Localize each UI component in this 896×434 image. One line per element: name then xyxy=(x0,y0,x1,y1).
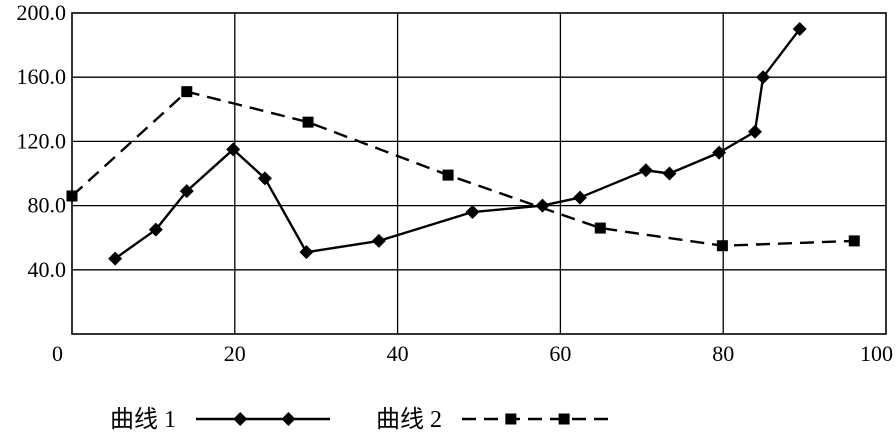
series-2 xyxy=(66,86,860,252)
series-1-point-2 xyxy=(179,184,194,199)
series-1 xyxy=(108,22,807,266)
y-tick-label: 80.0 xyxy=(28,193,67,218)
series-2-point-1 xyxy=(181,86,193,98)
x-tick-label: 40 xyxy=(387,341,409,366)
x-tick-label: 20 xyxy=(224,341,246,366)
series-1-point-14 xyxy=(756,70,771,85)
series-2-point-2 xyxy=(302,116,314,128)
y-axis-tick-labels: 40.0 80.0 120.0 160.0 200.0 xyxy=(17,0,67,282)
series-1-point-10 xyxy=(638,163,653,178)
y-tick-label: 160.0 xyxy=(17,64,67,89)
series-1-point-6 xyxy=(371,233,386,248)
series-1-point-9 xyxy=(572,190,587,205)
legend: 曲线 1 曲线 2 xyxy=(110,406,610,433)
series-1-point-3 xyxy=(226,142,241,157)
legend-swatch-marker-1-0 xyxy=(233,412,248,426)
series-2-point-3 xyxy=(442,169,454,181)
legend-label-1: 曲线 1 xyxy=(110,406,176,433)
series-2-point-5 xyxy=(716,240,728,252)
legend-swatch-marker-1-1 xyxy=(281,412,296,426)
grid xyxy=(72,13,886,334)
y-tick-label: 120.0 xyxy=(17,128,67,153)
series-1-point-5 xyxy=(299,245,314,260)
y-tick-label: 40.0 xyxy=(28,257,67,282)
series-1-point-11 xyxy=(662,166,677,181)
x-tick-label: 60 xyxy=(549,341,571,366)
series-1-line xyxy=(114,28,801,260)
x-tick-label: 100 xyxy=(860,341,893,366)
x-tick-label: 0 xyxy=(52,341,63,366)
y-tick-label: 200.0 xyxy=(17,0,67,25)
series-2-point-4 xyxy=(594,222,606,234)
series-2-point-6 xyxy=(848,235,860,247)
series-2-point-0 xyxy=(66,190,78,202)
series-1-point-13 xyxy=(747,124,762,139)
series-1-point-7 xyxy=(465,205,480,220)
x-axis-tick-labels: 0 20 40 60 80 100 xyxy=(52,341,893,366)
plot-frame xyxy=(71,12,887,335)
x-tick-label: 80 xyxy=(712,341,734,366)
legend-swatch-marker-2-0 xyxy=(505,413,517,425)
series-1-point-15 xyxy=(792,22,807,37)
series-layer xyxy=(66,22,860,266)
series-1-point-12 xyxy=(712,145,727,160)
series-1-point-0 xyxy=(108,251,123,266)
series-2-line xyxy=(71,90,855,247)
series-1-point-4 xyxy=(257,171,272,186)
legend-label-2: 曲线 2 xyxy=(376,406,442,433)
plot-area-border xyxy=(71,12,887,335)
legend-swatch-marker-2-1 xyxy=(558,413,570,425)
series-1-point-1 xyxy=(148,222,163,237)
